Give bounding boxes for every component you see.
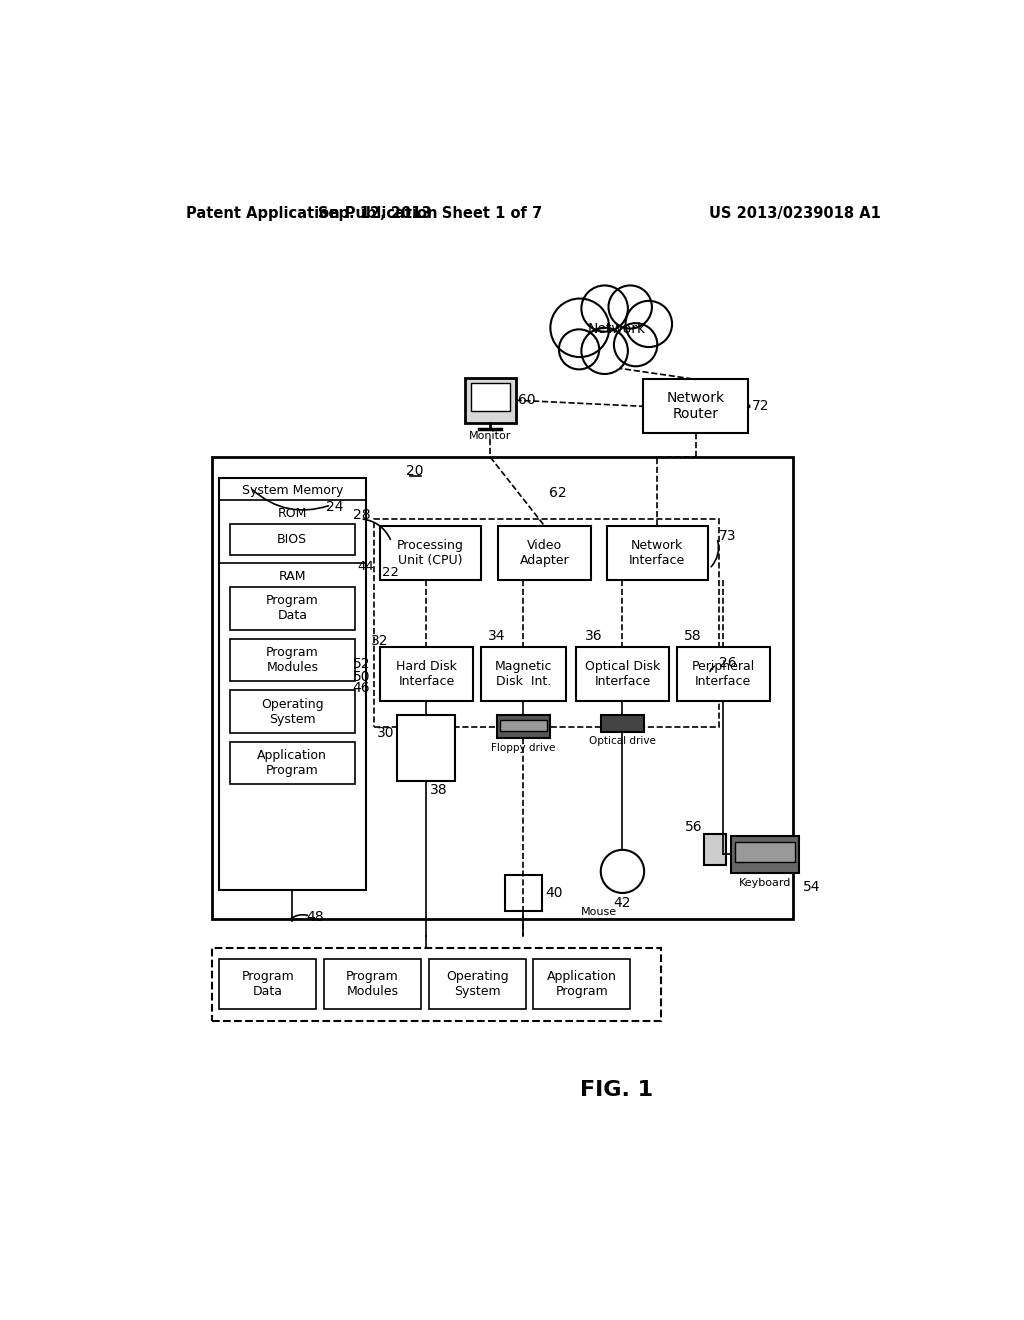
- Bar: [229, 524, 355, 554]
- Text: Optical drive: Optical drive: [589, 737, 656, 746]
- Text: Program
Data: Program Data: [266, 594, 318, 623]
- Bar: [229, 690, 355, 733]
- Bar: [500, 719, 547, 730]
- Circle shape: [582, 285, 628, 331]
- Bar: [601, 715, 644, 733]
- Text: Application
Program: Application Program: [257, 750, 328, 777]
- Text: Patent Application Publication: Patent Application Publication: [186, 206, 437, 222]
- Bar: [480, 647, 566, 701]
- Bar: [735, 842, 796, 862]
- Bar: [380, 647, 473, 701]
- Text: 24: 24: [326, 500, 343, 515]
- Text: Program
Modules: Program Modules: [266, 645, 318, 675]
- Bar: [677, 647, 770, 701]
- Text: 28: 28: [352, 508, 371, 521]
- Text: Network
Router: Network Router: [667, 391, 725, 421]
- Text: 56: 56: [684, 820, 702, 834]
- Text: 72: 72: [752, 400, 769, 413]
- Bar: [607, 527, 708, 581]
- Text: 26: 26: [719, 656, 736, 669]
- Text: Sep. 12, 2013  Sheet 1 of 7: Sep. 12, 2013 Sheet 1 of 7: [318, 206, 543, 222]
- Bar: [575, 647, 669, 701]
- Text: Monitor: Monitor: [469, 432, 512, 441]
- Text: Keyboard: Keyboard: [739, 878, 792, 888]
- Bar: [497, 715, 550, 738]
- Text: 62: 62: [549, 486, 566, 500]
- Bar: [229, 587, 355, 630]
- Bar: [219, 960, 316, 1010]
- Bar: [229, 742, 355, 784]
- Bar: [534, 960, 630, 1010]
- Text: 58: 58: [684, 628, 701, 643]
- Text: 52: 52: [352, 657, 371, 672]
- Text: Program
Modules: Program Modules: [346, 970, 399, 998]
- Bar: [219, 478, 366, 890]
- Text: Network: Network: [587, 322, 645, 337]
- Text: 44: 44: [357, 560, 374, 573]
- Text: Processing
Unit (CPU): Processing Unit (CPU): [397, 540, 464, 568]
- Text: FIG. 1: FIG. 1: [580, 1080, 653, 1100]
- Text: 73: 73: [719, 529, 736, 543]
- Bar: [703, 834, 726, 866]
- Text: 38: 38: [430, 783, 447, 797]
- Bar: [212, 457, 793, 919]
- Bar: [731, 836, 799, 873]
- Bar: [429, 960, 525, 1010]
- Circle shape: [614, 323, 657, 366]
- Bar: [380, 527, 480, 581]
- Text: Video
Adapter: Video Adapter: [520, 540, 569, 568]
- Circle shape: [601, 850, 644, 894]
- Text: 30: 30: [377, 726, 394, 739]
- Text: 46: 46: [352, 681, 371, 696]
- Bar: [499, 527, 592, 581]
- Text: Optical Disk
Interface: Optical Disk Interface: [585, 660, 660, 688]
- Text: Application
Program: Application Program: [547, 970, 616, 998]
- Text: ROM: ROM: [278, 507, 307, 520]
- Bar: [505, 875, 542, 911]
- Bar: [643, 379, 748, 433]
- Circle shape: [626, 301, 672, 347]
- Text: 48: 48: [306, 909, 324, 924]
- Circle shape: [608, 285, 652, 329]
- Text: 60: 60: [518, 393, 536, 407]
- Text: Mouse: Mouse: [582, 907, 617, 917]
- Circle shape: [550, 298, 609, 358]
- Text: Operating
System: Operating System: [445, 970, 509, 998]
- Text: Operating
System: Operating System: [261, 698, 324, 726]
- Bar: [324, 960, 421, 1010]
- Text: 50: 50: [352, 669, 371, 684]
- Text: Network
Interface: Network Interface: [629, 540, 685, 568]
- Text: System Memory: System Memory: [242, 483, 343, 496]
- Text: 20: 20: [406, 465, 424, 478]
- Text: 36: 36: [586, 628, 603, 643]
- Text: Hard Disk
Interface: Hard Disk Interface: [396, 660, 457, 688]
- Bar: [471, 383, 510, 411]
- Text: BIOS: BIOS: [278, 533, 307, 546]
- Circle shape: [582, 327, 628, 374]
- Text: Program
Data: Program Data: [242, 970, 294, 998]
- Text: Magnetic
Disk  Int.: Magnetic Disk Int.: [495, 660, 552, 688]
- Text: 32: 32: [371, 634, 388, 648]
- Bar: [397, 715, 456, 780]
- Text: 40: 40: [545, 886, 562, 900]
- Text: 42: 42: [613, 896, 631, 909]
- Circle shape: [559, 330, 599, 370]
- Text: 22: 22: [382, 566, 399, 579]
- Bar: [465, 378, 515, 422]
- Text: Peripheral
Interface: Peripheral Interface: [691, 660, 755, 688]
- Text: 54: 54: [803, 880, 820, 894]
- Text: 34: 34: [488, 628, 506, 643]
- Bar: [375, 519, 719, 726]
- Bar: [212, 948, 662, 1020]
- Bar: [229, 639, 355, 681]
- Text: Floppy drive: Floppy drive: [492, 743, 555, 754]
- Text: RAM: RAM: [279, 570, 306, 583]
- Text: US 2013/0239018 A1: US 2013/0239018 A1: [710, 206, 881, 222]
